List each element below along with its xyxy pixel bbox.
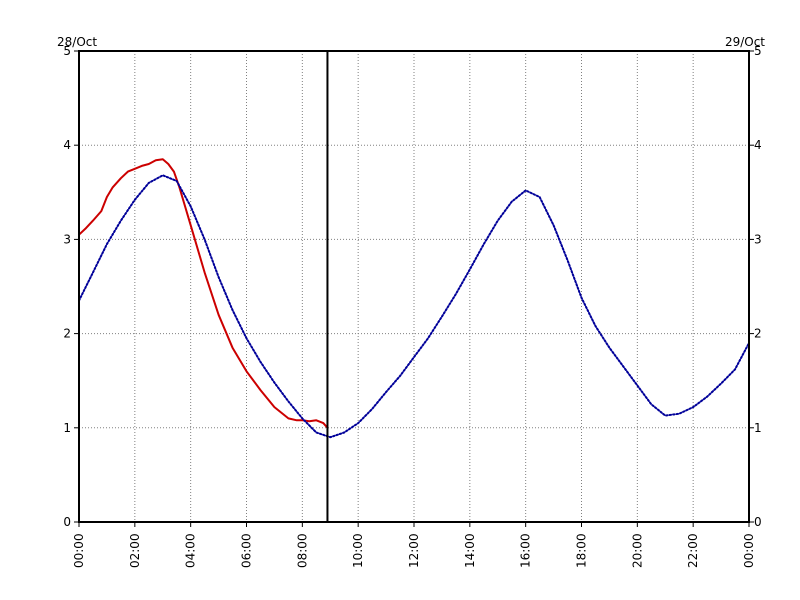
left-date-label: 28/Oct: [57, 35, 97, 49]
x-tick-label: 22:00: [686, 533, 700, 568]
y-tick-label-left: 3: [63, 232, 71, 246]
grid: [79, 51, 749, 522]
x-tick-label: 08:00: [295, 533, 309, 568]
x-tick-label: 18:00: [575, 533, 589, 568]
y-tick-label-left: 1: [63, 421, 71, 435]
y-tick-label-right: 3: [754, 232, 762, 246]
x-tick-label: 20:00: [630, 533, 644, 568]
x-tick-label: 14:00: [463, 533, 477, 568]
y-tick-label-left: 5: [63, 44, 71, 58]
x-tick-label: 10:00: [351, 533, 365, 568]
y-tick-label-right: 0: [754, 515, 762, 529]
plot-frame: [78, 50, 750, 523]
y-tick-label-left: 0: [63, 515, 71, 529]
right-date-label: 29/Oct: [725, 35, 765, 49]
x-tick-label: 12:00: [407, 533, 421, 568]
y-tick-label-right: 4: [754, 138, 762, 152]
x-tick-label: 16:00: [519, 533, 533, 568]
x-tick-label: 02:00: [128, 533, 142, 568]
x-tick-label: 04:00: [184, 533, 198, 568]
axes: 00:00 02:00 04:00 06:00 08:00 10:00 12:00 14:00…: [63, 44, 761, 568]
x-tick-label: 00:00: [72, 533, 86, 568]
series-layer: [78, 158, 750, 439]
y-tick-label-right: 5: [754, 44, 762, 58]
x-tick-label: 06:00: [240, 533, 254, 568]
y-tick-label-left: 4: [63, 138, 71, 152]
x-tick-label: 00:00: [742, 533, 756, 568]
observed-level-line: [78, 158, 329, 429]
y-tick-label-right: 1: [754, 421, 762, 435]
y-tick-label-left: 2: [63, 327, 71, 341]
predicted-tide-line: [78, 174, 750, 439]
y-tick-label-right: 2: [754, 327, 762, 341]
